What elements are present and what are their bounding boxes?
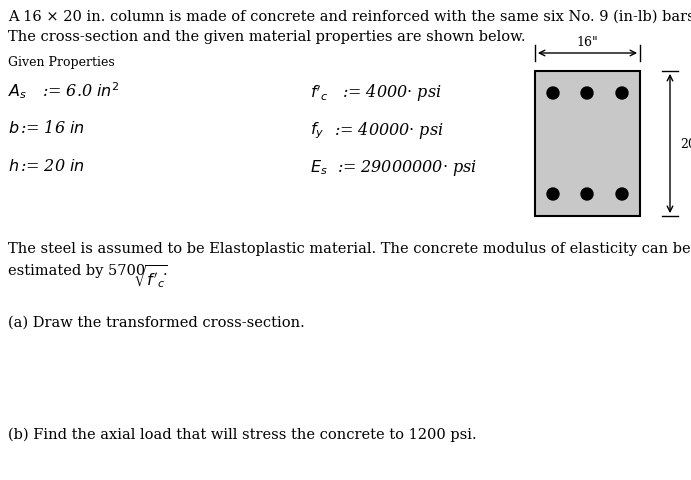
Text: The steel is assumed to be Elastoplastic material. The concrete modulus of elast: The steel is assumed to be Elastoplastic… — [8, 241, 690, 255]
Text: $\sqrt{f'_c}$: $\sqrt{f'_c}$ — [133, 264, 168, 290]
Text: $b$: $b$ — [8, 120, 19, 137]
Text: := 6.0 $in^2$: := 6.0 $in^2$ — [42, 82, 120, 100]
Text: $h$: $h$ — [8, 157, 19, 175]
Text: A 16 × 20 in. column is made of concrete and reinforced with the same six No. 9 : A 16 × 20 in. column is made of concrete… — [8, 10, 691, 24]
Text: .: . — [163, 264, 168, 277]
Bar — [535, 72, 640, 216]
Circle shape — [581, 189, 593, 201]
Circle shape — [581, 88, 593, 100]
Text: := 40000$\cdot$ psi: := 40000$\cdot$ psi — [334, 120, 444, 141]
Circle shape — [616, 88, 628, 100]
Text: $A_s$: $A_s$ — [8, 82, 28, 100]
Circle shape — [616, 189, 628, 201]
Text: (b) Find the axial load that will stress the concrete to 1200 psi.: (b) Find the axial load that will stress… — [8, 427, 477, 442]
Text: The cross-section and the given material properties are shown below.: The cross-section and the given material… — [8, 30, 525, 44]
Text: 16": 16" — [576, 36, 598, 49]
Text: := 4000$\cdot$ psi: := 4000$\cdot$ psi — [342, 82, 442, 103]
Text: := 29000000$\cdot$ psi: := 29000000$\cdot$ psi — [337, 157, 477, 178]
Text: := 20 $in$: := 20 $in$ — [20, 157, 85, 175]
Circle shape — [547, 189, 559, 201]
Text: $f'_c$: $f'_c$ — [310, 82, 328, 102]
Text: Given Properties: Given Properties — [8, 56, 115, 69]
Text: := 16 $in$: := 16 $in$ — [20, 120, 85, 137]
Circle shape — [547, 88, 559, 100]
Text: 20": 20" — [680, 138, 691, 151]
Text: estimated by 5700: estimated by 5700 — [8, 264, 145, 277]
Text: $f_y$: $f_y$ — [310, 120, 324, 140]
Text: $E_s$: $E_s$ — [310, 157, 328, 176]
Text: (a) Draw the transformed cross-section.: (a) Draw the transformed cross-section. — [8, 315, 305, 329]
